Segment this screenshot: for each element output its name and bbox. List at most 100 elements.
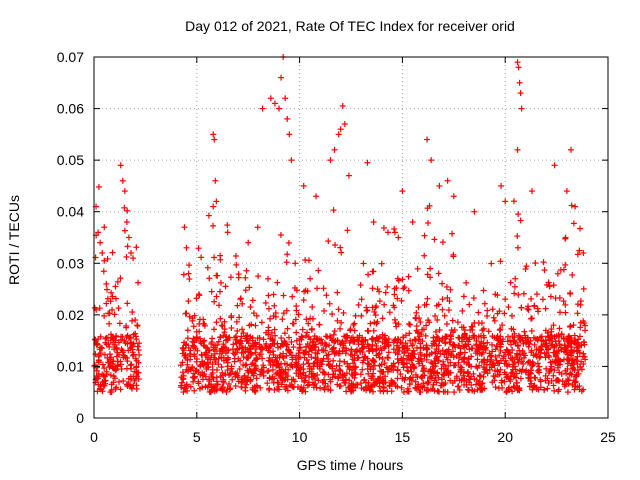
data-point [474, 364, 481, 371]
data-point [413, 323, 420, 330]
data-point [397, 371, 404, 378]
data-point [263, 345, 270, 352]
data-point [341, 121, 348, 128]
data-point [337, 341, 344, 348]
data-point [364, 159, 371, 166]
data-point [250, 310, 257, 317]
data-point [209, 369, 216, 376]
data-point [209, 361, 216, 368]
data-point [528, 295, 535, 302]
data-point [519, 366, 526, 373]
data-point [466, 346, 473, 353]
data-point [563, 188, 570, 195]
data-point [516, 367, 523, 374]
data-point [359, 349, 366, 356]
data-point [386, 382, 393, 389]
data-point [114, 363, 121, 370]
data-point [133, 369, 140, 376]
data-point [548, 328, 555, 335]
data-point [517, 351, 524, 358]
data-point [373, 347, 380, 354]
data-point [129, 341, 136, 348]
data-point [372, 337, 379, 344]
data-point [224, 336, 231, 343]
data-point [114, 278, 121, 285]
data-point [382, 379, 389, 386]
data-point [546, 282, 553, 289]
data-point [451, 389, 458, 396]
data-point [274, 385, 281, 392]
data-point [526, 383, 533, 390]
data-point [210, 131, 217, 138]
data-point [330, 331, 337, 338]
data-point [542, 305, 549, 312]
data-point [115, 339, 122, 346]
data-point [421, 302, 428, 309]
data-point [421, 353, 428, 360]
data-point [187, 353, 194, 360]
data-point [245, 369, 252, 376]
data-point [398, 297, 405, 304]
data-point [340, 342, 347, 349]
data-point [191, 387, 198, 394]
data-point [339, 102, 346, 109]
data-point [101, 373, 108, 380]
data-point [392, 336, 399, 343]
data-point [200, 316, 207, 323]
data-point [366, 384, 373, 391]
data-point [284, 325, 291, 332]
data-point [449, 230, 456, 237]
data-point [125, 335, 132, 342]
data-point [358, 312, 365, 319]
data-point [512, 374, 519, 381]
data-point [547, 359, 554, 366]
data-point [323, 292, 330, 299]
data-point [395, 344, 402, 351]
data-point [117, 386, 124, 393]
data-point [291, 378, 298, 385]
data-point [374, 286, 381, 293]
data-point [95, 357, 102, 364]
data-point [370, 219, 377, 226]
y-tick-label: 0.07 [57, 49, 84, 65]
data-point [337, 367, 344, 374]
data-point [428, 342, 435, 349]
data-point [492, 346, 499, 353]
data-point [309, 342, 316, 349]
data-point [456, 386, 463, 393]
data-point [213, 293, 220, 300]
data-point [190, 323, 197, 330]
data-point [134, 322, 141, 329]
data-point [313, 384, 320, 391]
data-point [563, 370, 570, 377]
data-point [223, 333, 230, 340]
data-point [345, 363, 352, 370]
data-point [227, 274, 234, 281]
data-point [241, 372, 248, 379]
data-point [510, 326, 517, 333]
data-point [135, 359, 142, 366]
data-point [435, 270, 442, 277]
data-point [220, 378, 227, 385]
data-point [517, 217, 524, 224]
data-point [465, 356, 472, 363]
data-point [252, 340, 259, 347]
data-point [265, 357, 272, 364]
data-point [481, 300, 488, 307]
data-point [402, 332, 409, 339]
data-point [349, 352, 356, 359]
data-point [240, 330, 247, 337]
data-point [195, 368, 202, 375]
data-point [213, 387, 220, 394]
data-point [222, 283, 229, 290]
data-point [417, 351, 424, 358]
data-point [403, 360, 410, 367]
data-point [332, 242, 339, 249]
data-point [282, 95, 289, 102]
data-point [273, 371, 280, 378]
data-point [564, 360, 571, 367]
data-point [381, 332, 388, 339]
data-point [191, 343, 198, 350]
data-point [540, 338, 547, 345]
data-point [252, 322, 259, 329]
